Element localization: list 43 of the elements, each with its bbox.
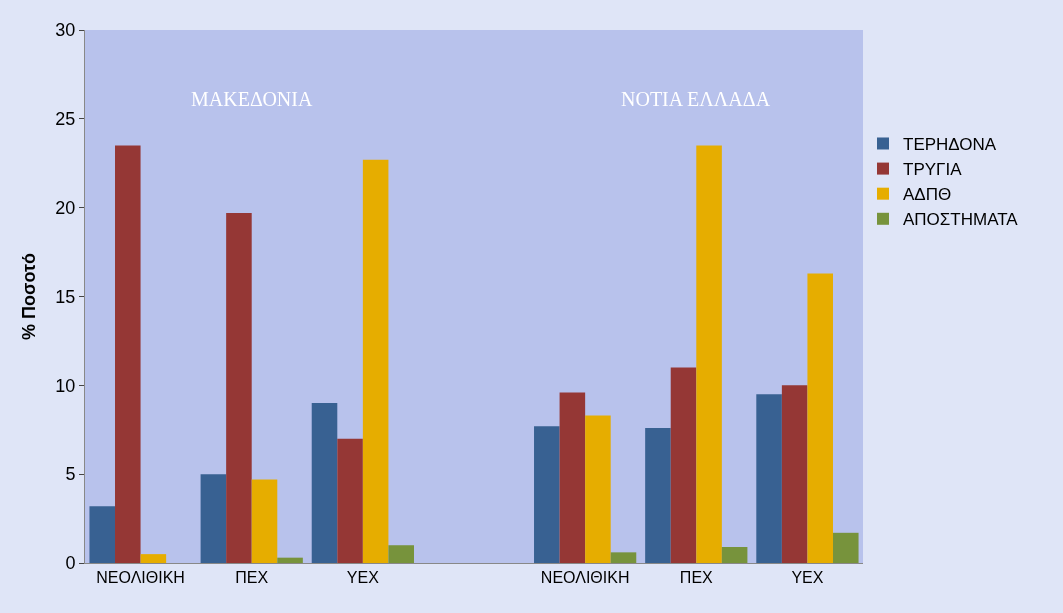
- bar: [200, 474, 227, 563]
- bar: [670, 367, 697, 563]
- bar: [534, 426, 560, 563]
- annotation: ΜΑΚΕΔΟΝΙΑ: [191, 88, 313, 110]
- legend-label: ΤΡΥΓΙΑ: [903, 160, 963, 180]
- y-tick-label: 25: [55, 109, 76, 130]
- bar: [756, 394, 782, 563]
- bar: [337, 438, 363, 563]
- legend-label: ΑΠΟΣΤΗΜΑΤΑ: [903, 210, 1019, 230]
- bar: [362, 159, 389, 563]
- bar: [559, 392, 586, 563]
- bar: [807, 273, 833, 563]
- bar: [388, 545, 414, 563]
- x-tick-label: ΥΕΧ: [791, 569, 824, 587]
- bar: [226, 213, 252, 563]
- bar: [610, 552, 637, 563]
- bar: [696, 145, 722, 563]
- y-tick-label: 30: [55, 20, 76, 41]
- x-tick-label: ΝΕΟΛΙΘΙΚΗ: [96, 569, 185, 587]
- y-tick-label: 0: [65, 553, 76, 574]
- bar: [311, 403, 338, 563]
- bar: [140, 554, 167, 563]
- x-tick-label: ΝΕΟΛΙΘΙΚΗ: [540, 569, 630, 587]
- y-axis-title: % Ποσοτό: [18, 253, 39, 340]
- y-tick-label: 5: [65, 464, 76, 485]
- x-tick-label: ΥΕΧ: [346, 569, 380, 587]
- bar: [277, 557, 303, 563]
- legend-label: ΤΕΡΗΔΟΝΑ: [903, 135, 997, 155]
- bar: [585, 415, 611, 563]
- bar: [89, 506, 116, 563]
- legend-label: ΑΔΠΘ: [903, 185, 952, 205]
- y-tick-label: 10: [55, 375, 76, 396]
- bar: [781, 385, 808, 563]
- annotation: ΝΟΤΙΑ ΕΛΛΑΔΑ: [621, 88, 771, 110]
- x-tick-label: ΠΕΧ: [679, 569, 714, 587]
- bar: [832, 532, 859, 563]
- bar: [645, 427, 671, 563]
- bar: [251, 479, 278, 563]
- y-tick-label: 15: [55, 286, 76, 307]
- bar: [721, 547, 748, 563]
- bar: [115, 145, 141, 563]
- y-tick-label: 20: [55, 197, 76, 218]
- x-tick-label: ΠΕΧ: [235, 569, 269, 587]
